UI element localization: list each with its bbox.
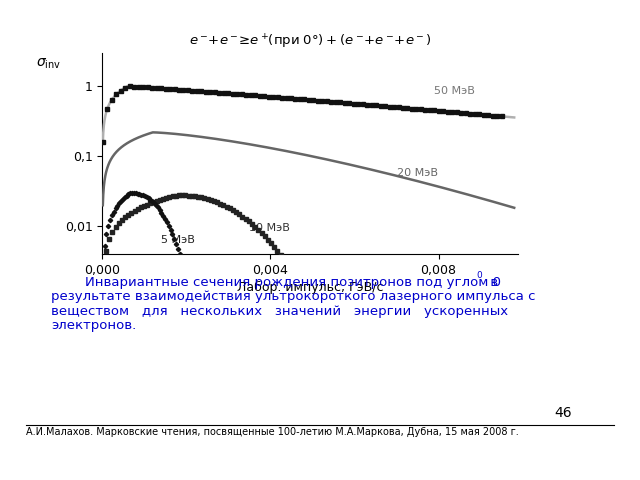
Title: $e^-\!\!+\!e^-\!\!\geq\! e^+\!(\text{при }0°) + (e^-\!\!+\!e^-\!\!+\!e^-)$: $e^-\!\!+\!e^-\!\!\geq\! e^+\!(\text{при… xyxy=(189,33,432,51)
Text: Инвариантные сечения рождения позитронов под углом 0: Инвариантные сечения рождения позитронов… xyxy=(51,276,501,289)
Text: веществом   для   нескольких   значений   энергии   ускоренных: веществом для нескольких значений энерги… xyxy=(51,305,508,318)
Text: в: в xyxy=(486,276,499,289)
Text: 0: 0 xyxy=(477,271,483,280)
Text: 20 МэВ: 20 МэВ xyxy=(397,168,438,178)
Text: 5 МэВ: 5 МэВ xyxy=(161,235,195,245)
Text: электронов.: электронов. xyxy=(51,319,136,332)
Text: 46: 46 xyxy=(554,406,572,420)
Text: 50 МэВ: 50 МэВ xyxy=(435,86,476,96)
Text: 10 МэВ: 10 МэВ xyxy=(250,224,291,233)
Text: результате взаимодействия ультрокороткого лазерного импульса с: результате взаимодействия ультрокоротког… xyxy=(51,290,536,303)
X-axis label: Лабор. импульс, ГэВ/c: Лабор. импульс, ГэВ/c xyxy=(237,281,383,294)
Text: $\sigma_\mathrm{inv}$: $\sigma_\mathrm{inv}$ xyxy=(36,57,61,71)
Text: А.И.Малахов. Марковские чтения, посвященные 100-летию М.А.Маркова, Дубна, 15 мая: А.И.Малахов. Марковские чтения, посвящен… xyxy=(26,427,518,437)
